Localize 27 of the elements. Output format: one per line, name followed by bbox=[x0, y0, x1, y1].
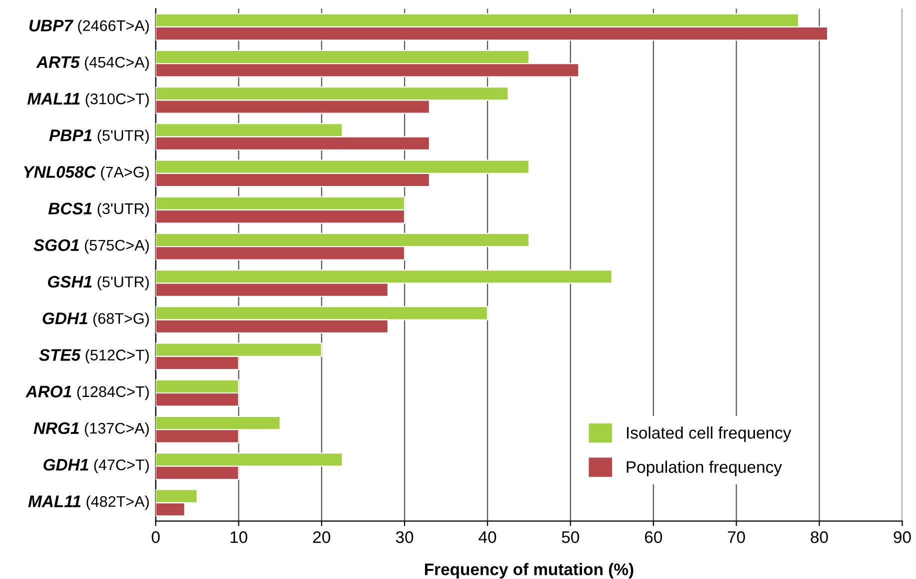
x-tick-label: 90 bbox=[894, 531, 911, 544]
x-tick-label: 50 bbox=[562, 531, 580, 544]
category-label: GDH1 (47C>T) bbox=[44, 458, 149, 474]
category-label: ARO1 (1284C>T) bbox=[25, 386, 149, 400]
x-tick-label: 40 bbox=[478, 531, 496, 544]
category-label: UBP7 (2466T>A) bbox=[29, 20, 149, 34]
legend-label: Isolated cell frequency bbox=[626, 426, 792, 442]
category-label: GSH1 (5'UTR) bbox=[48, 276, 149, 290]
category-label: NRG1 (137C>A) bbox=[34, 422, 149, 437]
category-label: SGO1 (575C>A) bbox=[34, 239, 149, 254]
x-tick-label: 30 bbox=[396, 531, 414, 544]
category-label: BCS1 (3'UTR) bbox=[48, 202, 149, 218]
category-label: YNL058C (7A>G) bbox=[24, 166, 149, 181]
legend-label: Population frequency bbox=[626, 460, 782, 476]
x-tick-label: 80 bbox=[810, 531, 828, 544]
category-label: MAL11 (482T>A) bbox=[28, 496, 149, 510]
category-label: PBP1 (5'UTR) bbox=[49, 130, 149, 144]
x-tick-label: 0 bbox=[152, 531, 160, 544]
x-tick-label: 20 bbox=[313, 531, 330, 544]
category-label: STE5 (512C>T) bbox=[39, 349, 149, 364]
category-label: MAL11 (310C>T) bbox=[27, 93, 149, 108]
x-axis-title: Frequency of mutation (%) bbox=[425, 563, 634, 579]
x-tick-label: 10 bbox=[230, 531, 248, 544]
x-tick-label: 70 bbox=[728, 531, 745, 544]
x-tick-label: 60 bbox=[644, 531, 662, 544]
category-label: ART5 (454C>A) bbox=[36, 56, 149, 71]
category-label: GDH1 (68T>G) bbox=[42, 312, 149, 327]
